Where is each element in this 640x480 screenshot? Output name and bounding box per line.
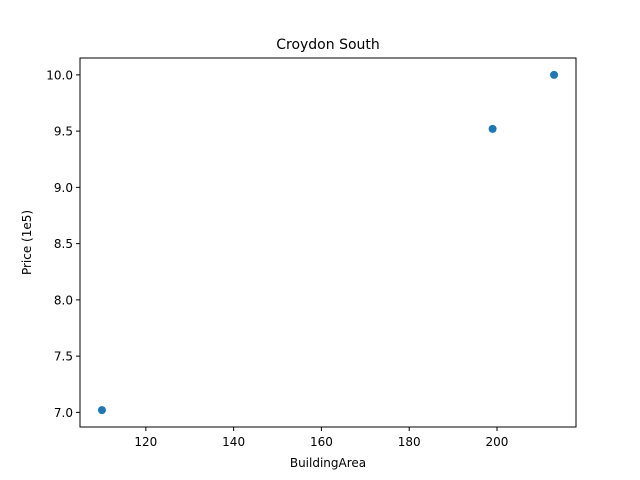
y-tick-label: 9.5 <box>54 125 73 139</box>
x-tick-label: 180 <box>398 435 421 449</box>
data-point <box>550 70 559 79</box>
y-tick-label: 10.0 <box>46 68 73 82</box>
x-axis: 120 140 160 180 200 <box>134 427 508 449</box>
y-axis: 7.0 7.5 8.0 8.5 9.0 9.5 10.0 <box>46 68 80 420</box>
data-points <box>97 70 559 415</box>
y-tick-label: 7.0 <box>54 406 73 420</box>
x-tick-label: 200 <box>486 435 509 449</box>
data-point <box>488 124 497 133</box>
x-tick-label: 140 <box>222 435 245 449</box>
y-axis-label: Price (1e5) <box>20 210 34 275</box>
x-axis-label: BuildingArea <box>290 456 366 470</box>
y-tick-label: 8.5 <box>54 237 73 251</box>
x-tick-label: 120 <box>134 435 157 449</box>
x-tick-label: 160 <box>310 435 333 449</box>
plot-area <box>79 57 577 428</box>
axes-frame <box>79 57 577 428</box>
y-tick-label: 9.0 <box>54 181 73 195</box>
y-tick-label: 7.5 <box>54 350 73 364</box>
y-tick-label: 8.0 <box>54 293 73 307</box>
data-point <box>97 406 106 415</box>
chart-title: Croydon South <box>276 37 380 53</box>
